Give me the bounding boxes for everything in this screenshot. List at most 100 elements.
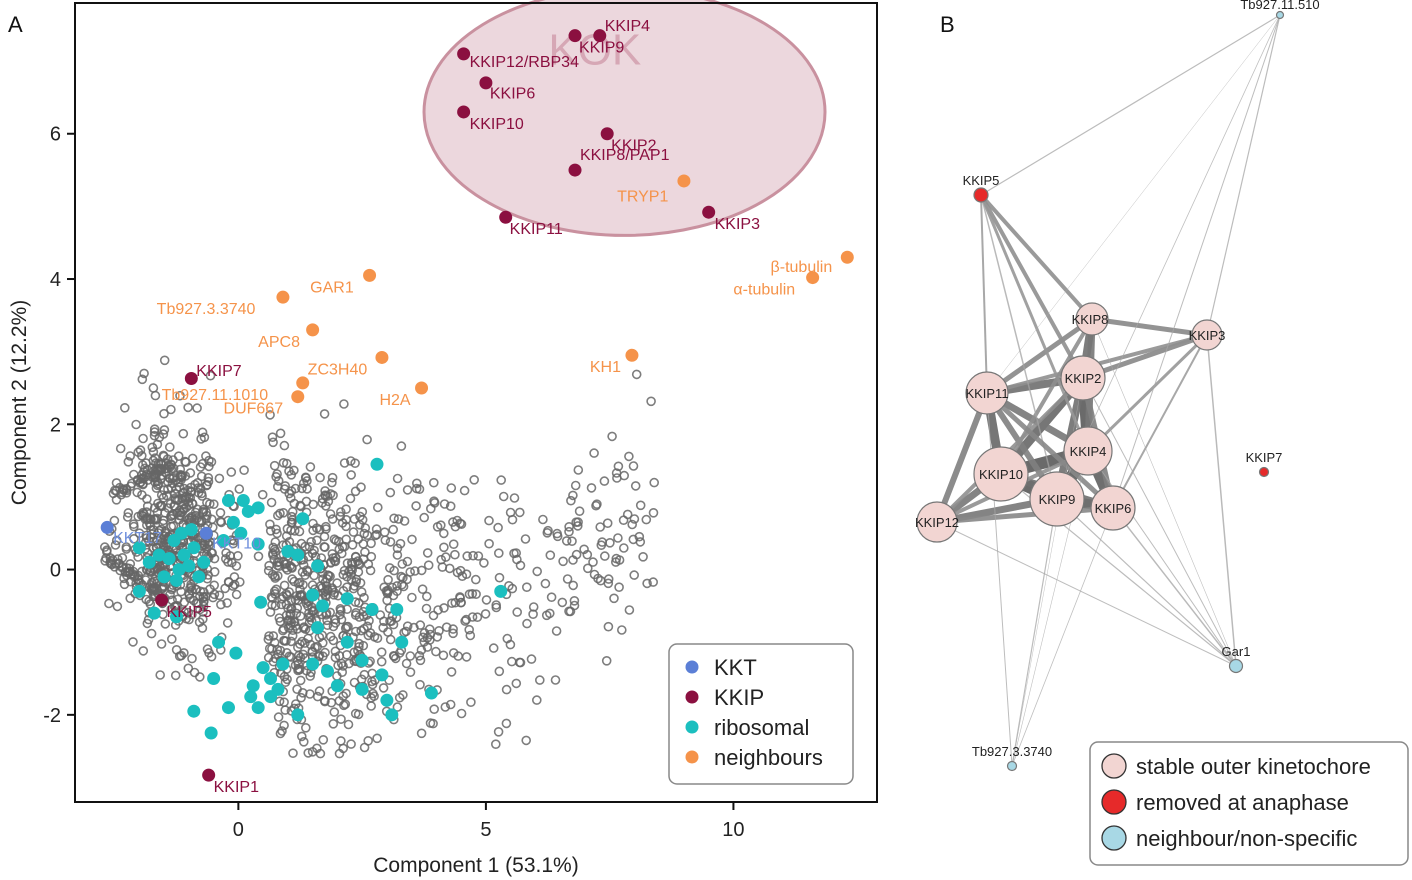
point-label: H2A <box>379 392 410 409</box>
network-edge <box>984 390 1116 511</box>
background-point <box>462 551 473 561</box>
network-node-kkip7 <box>1258 466 1270 478</box>
background-point <box>405 667 416 678</box>
network-edge <box>979 193 1085 380</box>
background-point <box>376 656 387 667</box>
ribosomal-point <box>330 679 344 693</box>
background-point <box>148 466 159 476</box>
background-point <box>648 507 659 518</box>
network-panel: KKIP5 KKIP8 KKIP3 KKIP2 KKIP11 KKIP4 KKIP10 KKI… <box>915 0 1409 866</box>
background-point <box>298 736 309 747</box>
background-point <box>468 550 478 561</box>
network-edge <box>1086 333 1209 453</box>
background-point <box>178 428 189 439</box>
point-label: KKIP2 <box>611 138 656 155</box>
point-neighbours <box>363 268 377 282</box>
background-point <box>111 535 122 546</box>
ribosomal-point <box>251 537 265 551</box>
background-point <box>279 580 290 591</box>
background-point <box>176 474 186 485</box>
background-point <box>456 708 467 719</box>
background-point <box>618 543 629 553</box>
background-point <box>428 718 438 729</box>
background-point <box>214 590 225 601</box>
background-point <box>423 560 434 571</box>
background-point <box>294 577 305 588</box>
background-point <box>568 580 579 591</box>
background-point <box>303 748 314 758</box>
background-point <box>148 383 159 393</box>
network-edge <box>1011 498 1058 767</box>
background-point <box>480 609 491 619</box>
background-point <box>514 507 525 518</box>
legend-label: stable outer kinetochore <box>1136 754 1371 779</box>
background-point <box>470 574 481 585</box>
background-point <box>505 639 516 650</box>
background-point <box>296 501 306 512</box>
background-point <box>278 591 288 602</box>
legend-label: removed at anaphase <box>1136 790 1349 815</box>
background-point <box>433 605 443 615</box>
background-point <box>233 550 243 561</box>
background-point <box>364 615 374 626</box>
point-label: KKIP3 <box>715 216 760 233</box>
background-point <box>322 584 332 594</box>
background-point <box>419 636 430 647</box>
background-point <box>272 528 282 539</box>
background-point <box>521 735 532 746</box>
network-edge <box>1056 498 1237 667</box>
background-point <box>445 501 456 512</box>
background-point <box>629 570 640 580</box>
background-point <box>456 597 466 608</box>
background-point <box>272 570 283 581</box>
background-point <box>287 630 298 641</box>
background-point <box>589 448 599 458</box>
background-point <box>206 651 217 662</box>
background-point <box>310 642 320 653</box>
background-point <box>363 630 374 641</box>
point-label: Tb927.11.1010 <box>162 387 269 404</box>
network-edge <box>1112 334 1208 509</box>
point-kkip <box>457 47 471 61</box>
background-point <box>599 476 610 486</box>
background-point <box>190 510 201 521</box>
background-point <box>111 478 122 488</box>
background-point <box>509 493 520 503</box>
ribosomal-point <box>256 661 270 675</box>
ribosomal-point <box>494 584 508 598</box>
background-point <box>179 483 189 494</box>
background-point <box>493 726 504 737</box>
background-point <box>128 637 138 647</box>
network-node-kkip11 <box>965 371 1009 415</box>
background-point <box>595 522 606 532</box>
background-point <box>270 573 281 583</box>
background-point <box>285 609 296 619</box>
background-point <box>327 514 338 524</box>
background-point <box>334 544 345 554</box>
ribosomal-point <box>207 672 221 686</box>
background-point <box>280 481 291 491</box>
background-point <box>150 390 161 401</box>
background-point <box>319 531 330 542</box>
background-point <box>473 551 484 561</box>
background-point <box>348 583 359 594</box>
background-point <box>269 460 280 471</box>
background-point <box>272 510 283 521</box>
y-tick-label: -2 <box>43 705 61 727</box>
background-point <box>515 657 526 668</box>
background-point <box>601 655 612 666</box>
background-point <box>136 510 147 520</box>
point-label: KKIP12/RBP34 <box>470 54 580 71</box>
background-point <box>624 605 635 615</box>
background-point <box>481 595 492 605</box>
background-point <box>564 526 574 537</box>
background-point <box>592 499 602 510</box>
background-point <box>308 499 319 510</box>
background-point <box>339 458 350 468</box>
background-point <box>312 535 322 546</box>
background-point <box>305 462 316 472</box>
ribosomal-point <box>424 686 438 700</box>
background-point <box>571 549 582 560</box>
background-point <box>329 556 340 566</box>
